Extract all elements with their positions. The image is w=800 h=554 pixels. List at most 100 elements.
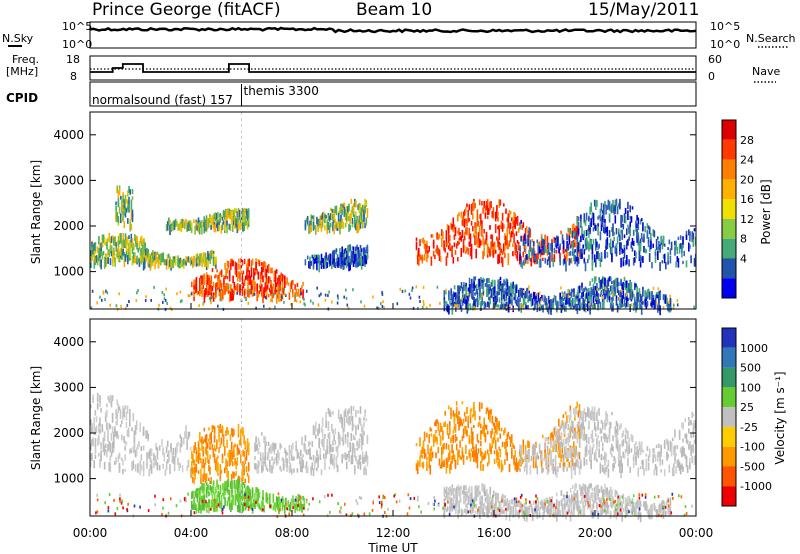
data-cell — [446, 304, 449, 310]
data-cell — [142, 261, 145, 271]
data-cell — [224, 276, 226, 280]
data-cell — [344, 452, 347, 461]
data-cell — [279, 285, 281, 292]
data-cell — [111, 426, 114, 434]
data-cell — [493, 431, 496, 438]
data-cell — [593, 254, 596, 263]
data-cell — [620, 289, 622, 297]
data-cell — [140, 250, 143, 256]
data-cell — [618, 203, 620, 208]
data-cell — [454, 227, 457, 237]
data-cell — [228, 292, 231, 303]
data-cell — [179, 257, 182, 264]
data-cell — [217, 490, 219, 498]
data-cell — [192, 490, 194, 498]
data-cell — [180, 219, 183, 224]
data-cell — [211, 494, 214, 503]
data-cell — [524, 245, 527, 254]
data-cell — [434, 433, 436, 443]
data-cell — [223, 277, 225, 285]
data-cell — [261, 432, 263, 436]
data-speckle — [211, 295, 213, 299]
data-cell — [530, 257, 533, 267]
data-cell — [542, 238, 544, 247]
data-speckle — [145, 295, 147, 299]
data-cell — [480, 423, 482, 429]
data-cell — [595, 298, 597, 302]
data-cell — [115, 431, 117, 437]
data-cell — [455, 410, 458, 418]
data-cell — [158, 445, 161, 451]
data-cell — [582, 421, 584, 430]
data-cell — [209, 287, 211, 295]
data-cell — [596, 251, 598, 259]
data-cell — [558, 442, 560, 450]
data-cell — [528, 290, 530, 294]
data-cell — [580, 302, 582, 307]
data-cell — [235, 284, 238, 291]
data-cell — [289, 282, 292, 293]
data-cell — [616, 277, 619, 287]
data-cell — [140, 260, 143, 265]
data-cell — [293, 498, 295, 508]
data-cell — [517, 243, 520, 250]
data-cell — [254, 282, 256, 288]
data-speckle — [538, 304, 541, 307]
data-cell — [343, 418, 346, 428]
data-cell — [603, 300, 605, 309]
data-cell — [503, 243, 505, 252]
data-cell — [123, 408, 125, 418]
data-cell — [198, 224, 201, 235]
data-cell — [553, 295, 556, 300]
data-cell — [100, 450, 102, 458]
data-cell — [560, 434, 563, 443]
data-cell — [216, 482, 218, 488]
data-cell — [637, 236, 640, 246]
data-cell — [365, 201, 368, 205]
data-cell — [228, 212, 231, 219]
data-cell — [226, 460, 228, 467]
data-cell — [627, 201, 629, 209]
data-cell — [631, 295, 634, 300]
data-cell — [255, 487, 257, 494]
data-cell — [488, 278, 490, 284]
data-speckle — [109, 303, 111, 307]
data-cell — [655, 294, 658, 299]
data-cell — [556, 244, 558, 249]
data-cell — [347, 438, 349, 448]
data-cell — [473, 278, 475, 284]
data-cell — [545, 459, 548, 470]
data-cell — [462, 245, 465, 253]
data-cell — [315, 254, 317, 262]
data-cell — [115, 205, 117, 211]
data-cell — [582, 234, 584, 241]
noise-panel-frame — [89, 21, 697, 49]
data-cell — [186, 465, 188, 472]
data-cell — [308, 441, 310, 448]
data-cell — [591, 291, 594, 296]
data-cell — [450, 437, 452, 444]
data-cell — [282, 458, 285, 469]
data-cell — [357, 463, 359, 469]
data-cell — [612, 223, 614, 233]
data-cell — [564, 455, 566, 460]
data-cell — [613, 285, 615, 296]
data-cell — [354, 252, 356, 256]
data-cell — [500, 284, 503, 291]
data-cell — [298, 455, 301, 465]
data-cell — [428, 459, 430, 469]
data-cell — [296, 283, 299, 287]
data-cell — [589, 305, 591, 315]
data-cell — [221, 453, 224, 463]
data-cell — [480, 240, 482, 246]
data-cell — [460, 298, 463, 302]
data-cell — [533, 247, 535, 255]
data-cell — [229, 224, 232, 231]
data-cell — [472, 451, 474, 458]
data-cell — [301, 285, 303, 289]
data-cell — [561, 442, 564, 449]
data-cell — [254, 463, 256, 470]
data-cell — [624, 207, 627, 215]
data-cell — [251, 285, 254, 291]
data-cell — [121, 206, 123, 213]
